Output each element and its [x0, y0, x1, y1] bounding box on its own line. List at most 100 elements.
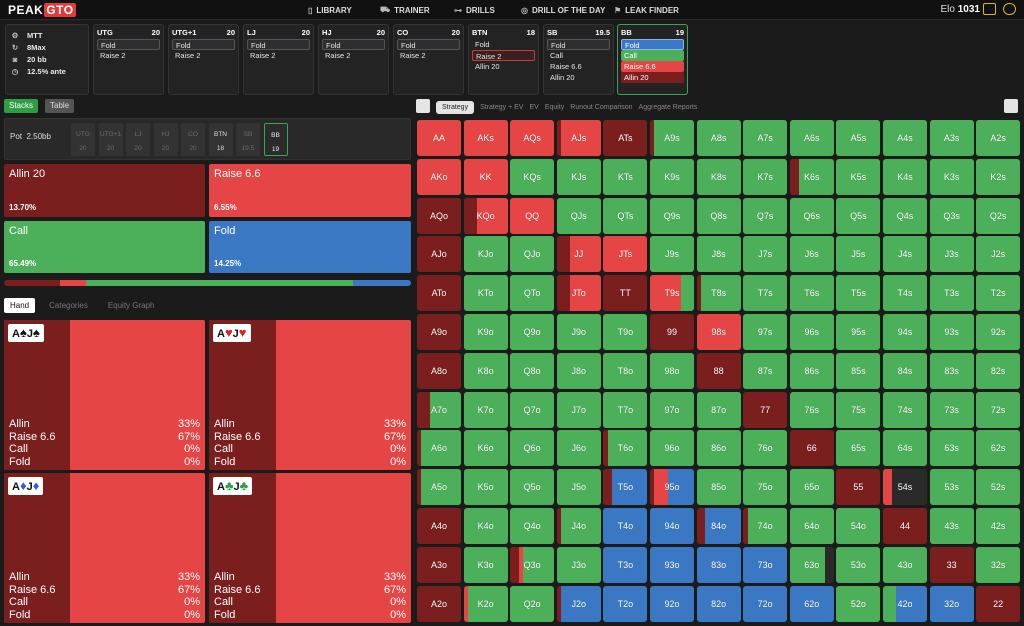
hand-cell-J9s[interactable]: J9s	[650, 236, 694, 273]
hand-cell-Q4s[interactable]: Q4s	[883, 197, 927, 234]
seat-chip[interactable]: LJ 20	[126, 123, 150, 156]
hand-cell-94o[interactable]: 94o	[650, 508, 694, 544]
hand-cell-KK[interactable]: KK	[463, 158, 508, 195]
hand-cell-44[interactable]: 44	[883, 508, 927, 544]
hand-cell-A3o[interactable]: A3o	[417, 546, 461, 583]
hand-cell-QQ[interactable]: QQ	[510, 197, 555, 234]
position-action[interactable]: Fold	[397, 39, 460, 50]
hand-cell-K8s[interactable]: K8s	[696, 158, 741, 195]
hand-cell-Q5s[interactable]: Q5s	[836, 197, 881, 234]
fold-summary[interactable]: Fold 14.25%	[209, 221, 411, 273]
table-toggle[interactable]: Table	[45, 99, 75, 113]
hand-cell-T3s[interactable]: T3s	[929, 275, 974, 312]
hand-cell-A4o[interactable]: A4o	[417, 508, 461, 544]
nav-leak-finder[interactable]: ⚑ LEAK FINDER	[614, 5, 679, 15]
hand-cell-77[interactable]: 77	[743, 391, 788, 428]
hand-cell-KQs[interactable]: KQs	[510, 158, 555, 195]
hand-cell-A6s[interactable]: A6s	[789, 120, 834, 156]
hand-cell-97o[interactable]: 97o	[650, 391, 694, 428]
hand-cell-K8o[interactable]: K8o	[463, 352, 508, 389]
chat-icon[interactable]	[983, 3, 996, 15]
position-action[interactable]: Fold	[247, 39, 310, 50]
hand-cell-ATs[interactable]: ATs	[603, 120, 648, 156]
position-card[interactable]: UTG+1 20 Fold Raise 2	[168, 24, 239, 95]
hand-cell-JTo[interactable]: JTo	[556, 275, 601, 312]
position-action[interactable]: Fold	[322, 39, 385, 50]
hand-cell-99[interactable]: 99	[650, 314, 694, 350]
seat-chip[interactable]: UTG+1 20	[98, 123, 123, 156]
hand-cell-T2s[interactable]: T2s	[976, 275, 1021, 312]
tab-aggregate-reports[interactable]: Aggregate Reports	[638, 103, 698, 111]
hand-cell-J3o[interactable]: J3o	[556, 546, 601, 583]
hand-cell-Q5o[interactable]: Q5o	[510, 469, 555, 506]
hand-cell-J5o[interactable]: J5o	[556, 469, 601, 506]
tab-equity-graph[interactable]: Equity Graph	[107, 300, 155, 310]
hand-cell-T9s[interactable]: T9s	[650, 275, 694, 312]
position-action[interactable]: Raise 2	[325, 51, 351, 60]
call-summary[interactable]: Call 65.49%	[4, 221, 205, 273]
seat-chip[interactable]: UTG 20	[71, 123, 95, 156]
hand-cell-83o[interactable]: 83o	[696, 546, 741, 583]
hand-cell-43s[interactable]: 43s	[929, 508, 974, 544]
hand-cell-93s[interactable]: 93s	[929, 314, 974, 350]
hand-cell-53o[interactable]: 53o	[836, 546, 881, 583]
seat-chip[interactable]: BTN 18	[208, 123, 233, 156]
hand-cell-J8s[interactable]: J8s	[696, 236, 741, 273]
hand-cell-AQo[interactable]: AQo	[417, 197, 461, 234]
position-action[interactable]: Fold	[621, 39, 684, 50]
hand-cell-84s[interactable]: 84s	[883, 352, 927, 389]
hand-cell-K5s[interactable]: K5s	[836, 158, 881, 195]
hand-cell-76s[interactable]: 76s	[789, 391, 834, 428]
layout-icon[interactable]	[416, 99, 430, 113]
hand-cell-62o[interactable]: 62o	[789, 585, 834, 622]
hand-cell-T7s[interactable]: T7s	[743, 275, 788, 312]
hand-cell-A2s[interactable]: A2s	[976, 120, 1021, 156]
tab-runout-comparison[interactable]: Runout Comparison	[570, 103, 633, 111]
hand-cell-T4s[interactable]: T4s	[883, 275, 927, 312]
tab-hand[interactable]: Hand	[4, 297, 36, 313]
hand-combo-card[interactable]: A♠J♠ Allin Raise 6.6 Call Fold 33% 67% 0% 0%	[4, 320, 205, 470]
position-action[interactable]: Allin 20	[475, 62, 500, 71]
hand-cell-KQo[interactable]: KQo	[463, 197, 508, 234]
hand-combo-card[interactable]: A♣J♣ Allin Raise 6.6 Call Fold 33% 67% 0% 0%	[209, 473, 411, 623]
hand-cell-84o[interactable]: 84o	[696, 508, 741, 544]
position-card[interactable]: HJ 20 Fold Raise 2	[318, 24, 389, 95]
hand-cell-96s[interactable]: 96s	[789, 314, 834, 350]
hand-cell-A2o[interactable]: A2o	[417, 585, 461, 622]
hand-cell-88[interactable]: 88	[696, 352, 741, 389]
position-action[interactable]: Raise 6.6	[550, 62, 582, 71]
hand-cell-T5s[interactable]: T5s	[836, 275, 881, 312]
hand-cell-55[interactable]: 55	[836, 469, 881, 506]
seat-chip[interactable]: SB 19.5	[236, 123, 260, 156]
hand-cell-82s[interactable]: 82s	[976, 352, 1021, 389]
hand-cell-A4s[interactable]: A4s	[883, 120, 927, 156]
hand-cell-J9o[interactable]: J9o	[556, 314, 601, 350]
hand-cell-Q2o[interactable]: Q2o	[510, 585, 555, 622]
hand-cell-52o[interactable]: 52o	[836, 585, 881, 622]
hand-cell-85o[interactable]: 85o	[696, 469, 741, 506]
hand-cell-Q9o[interactable]: Q9o	[510, 314, 555, 350]
position-card[interactable]: CO 20 Fold Raise 2	[393, 24, 464, 95]
position-card[interactable]: BTN 18 Fold Raise 2 Allin 20	[468, 24, 539, 95]
hand-cell-52s[interactable]: 52s	[976, 469, 1021, 506]
hand-cell-K7s[interactable]: K7s	[743, 158, 788, 195]
position-action[interactable]: Allin 20	[621, 72, 684, 83]
seat-chip[interactable]: HJ 20	[153, 123, 178, 156]
hand-cell-T6o[interactable]: T6o	[603, 430, 648, 467]
tab-strategy-ev[interactable]: Strategy + EV	[480, 103, 524, 111]
position-action[interactable]: Fold	[97, 39, 160, 50]
nav-drills[interactable]: ⊶ DRILLS	[454, 5, 495, 15]
position-action[interactable]: Raise 2	[472, 50, 535, 61]
hand-cell-62s[interactable]: 62s	[976, 430, 1021, 467]
hand-cell-92o[interactable]: 92o	[650, 585, 694, 622]
position-action[interactable]: Raise 6.6	[621, 61, 684, 72]
hand-cell-J7o[interactable]: J7o	[556, 391, 601, 428]
hand-cell-A7s[interactable]: A7s	[743, 120, 788, 156]
hand-cell-QTo[interactable]: QTo	[510, 275, 555, 312]
hand-cell-75o[interactable]: 75o	[743, 469, 788, 506]
hand-cell-95s[interactable]: 95s	[836, 314, 881, 350]
hand-cell-J2s[interactable]: J2s	[976, 236, 1021, 273]
hand-cell-KJo[interactable]: KJo	[463, 236, 508, 273]
hand-cell-Q7s[interactable]: Q7s	[743, 197, 788, 234]
hand-cell-T8s[interactable]: T8s	[696, 275, 741, 312]
